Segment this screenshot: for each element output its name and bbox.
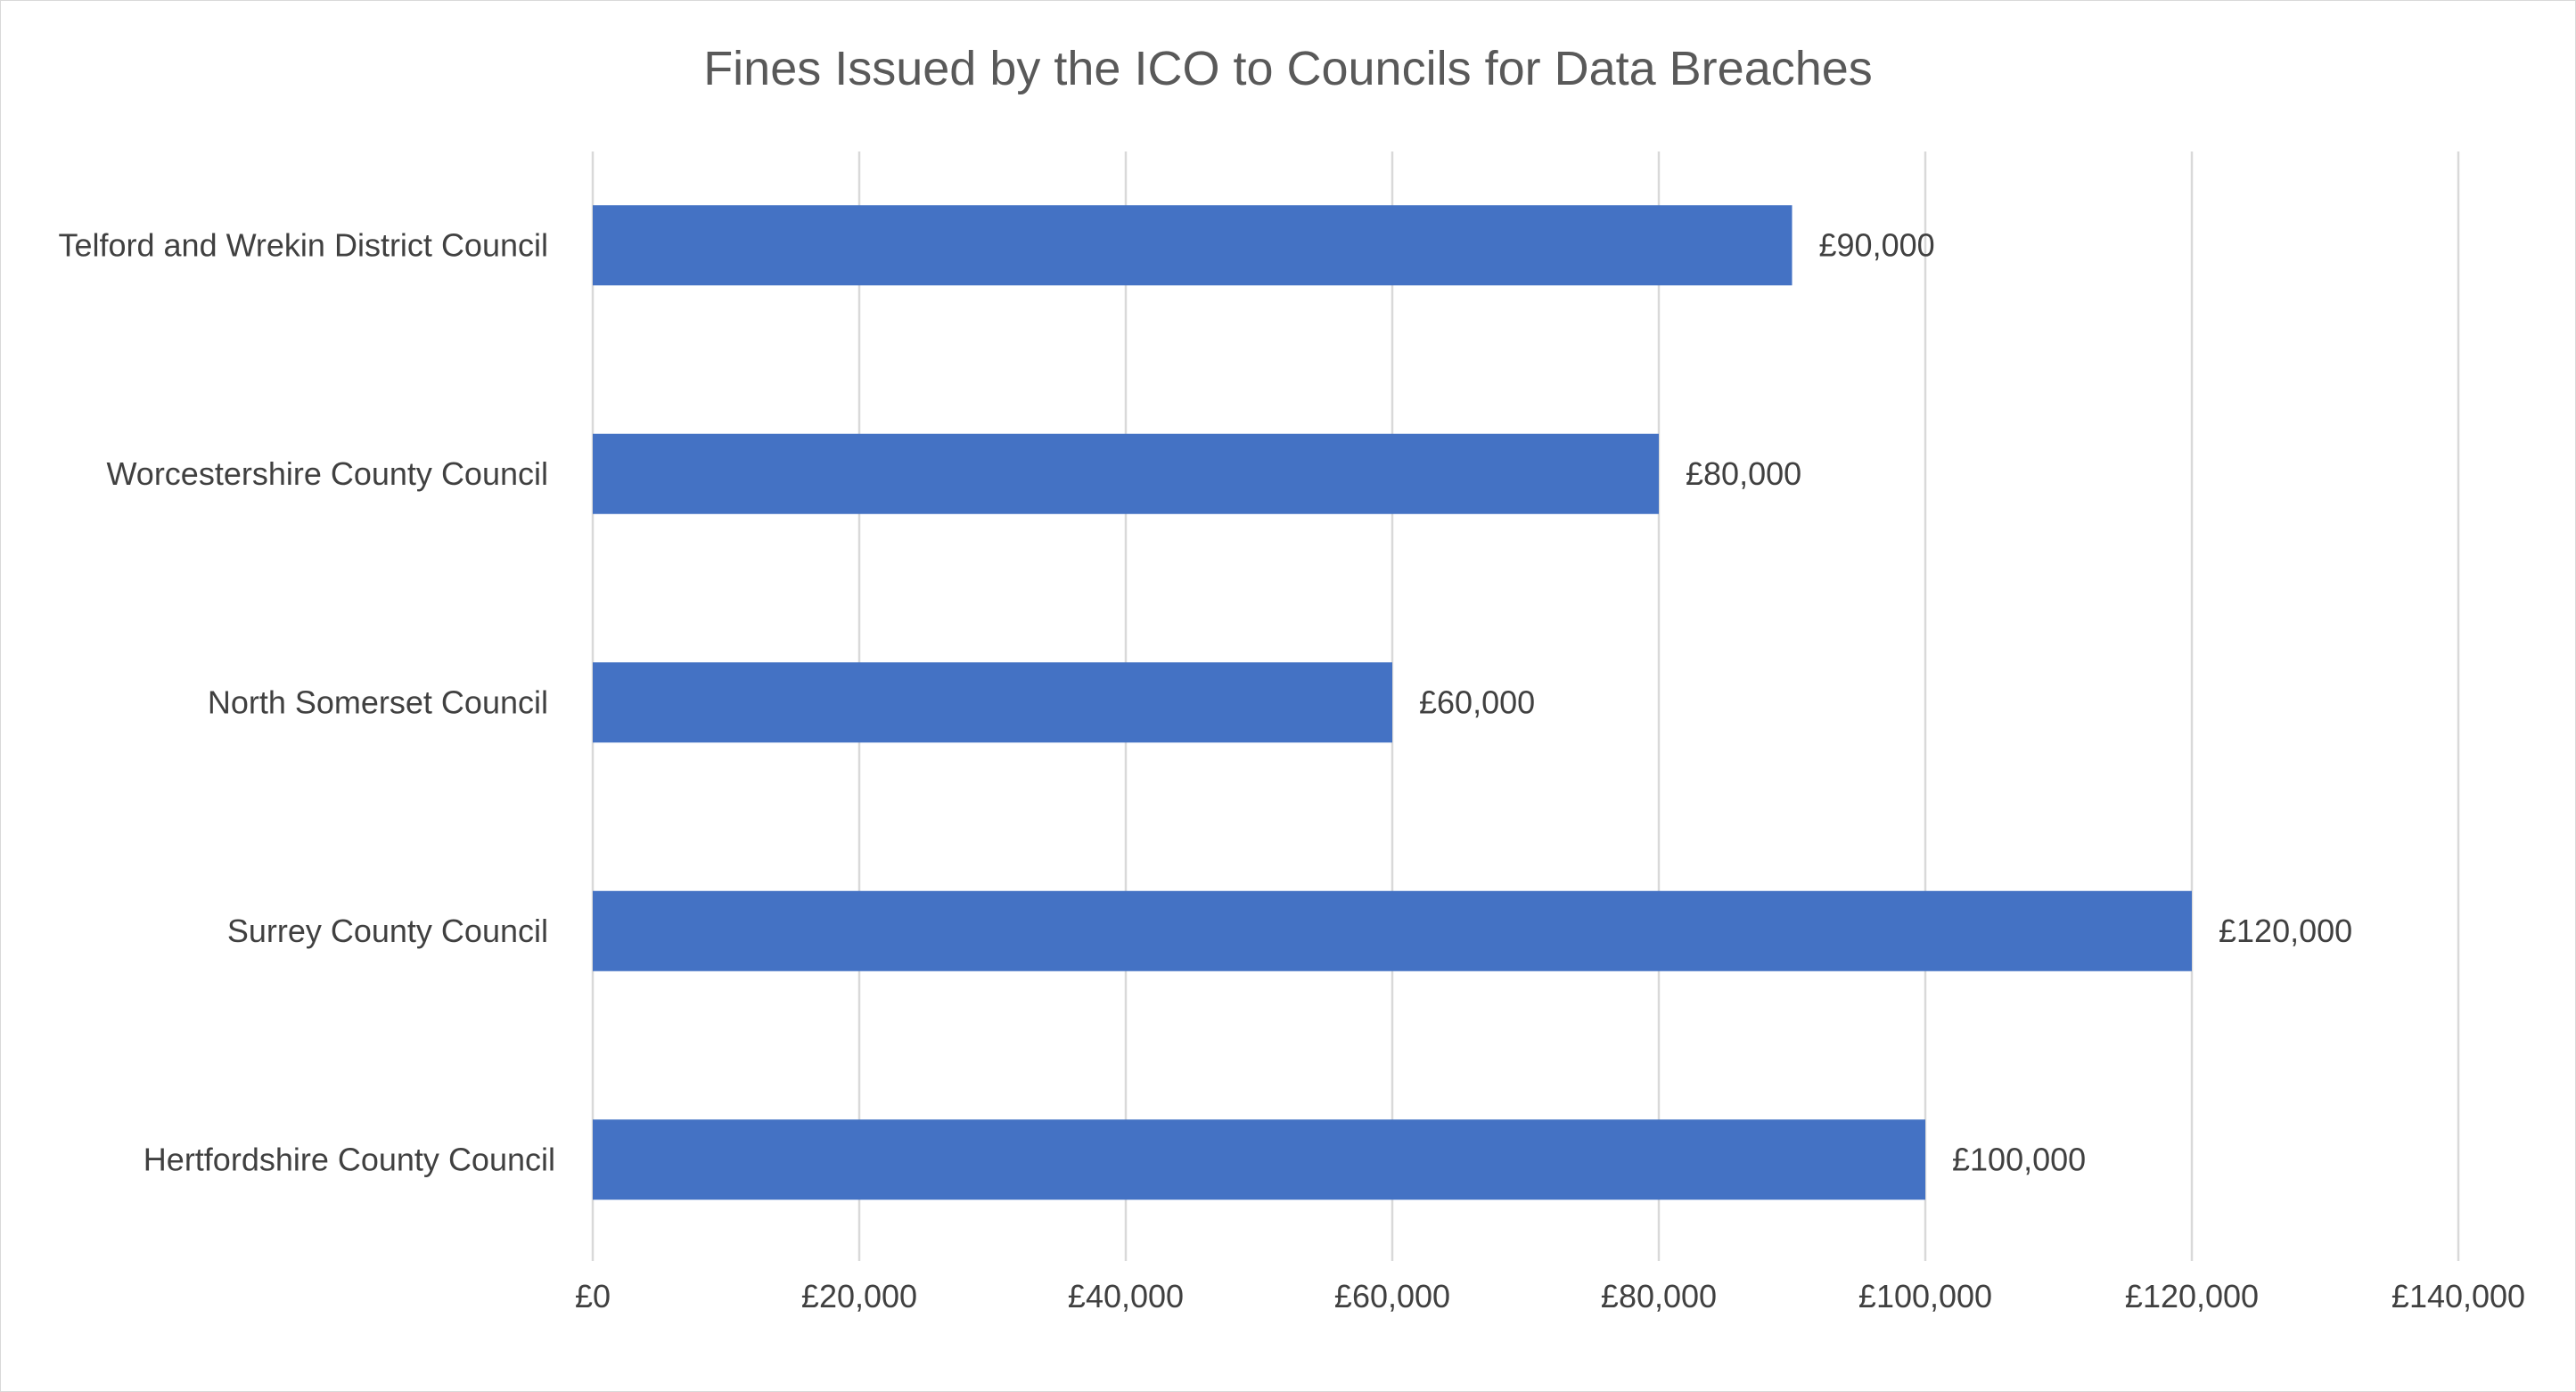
data-label: £60,000 xyxy=(1419,684,1535,720)
category-label: North Somerset Council xyxy=(208,684,548,720)
bar xyxy=(593,890,2192,971)
bar xyxy=(593,1119,1925,1200)
category-axis-labels: Telford and Wrekin District Council Worce… xyxy=(58,226,555,1177)
x-tick-label: £0 xyxy=(575,1278,611,1314)
x-tick-label: £100,000 xyxy=(1858,1278,1992,1314)
gridlines xyxy=(591,151,2460,1261)
x-tick-label: £40,000 xyxy=(1068,1278,1184,1314)
x-tick-label: £20,000 xyxy=(801,1278,917,1314)
x-tick-label: £120,000 xyxy=(2125,1278,2259,1314)
bar xyxy=(593,662,1392,743)
category-label: Hertfordshire County Council xyxy=(144,1141,555,1177)
category-label: Telford and Wrekin District Council xyxy=(58,226,548,263)
data-label: £100,000 xyxy=(1952,1141,2086,1177)
data-label: £90,000 xyxy=(1819,226,1935,263)
data-label: £120,000 xyxy=(2219,913,2352,949)
category-label: Worcestershire County Council xyxy=(106,455,548,492)
x-tick-label: £60,000 xyxy=(1334,1278,1450,1314)
bars xyxy=(593,205,2192,1200)
x-tick-label: £140,000 xyxy=(2391,1278,2525,1314)
chart-title: Fines Issued by the ICO to Councils for … xyxy=(703,42,1873,95)
value-axis-labels: £0 £20,000 £40,000 £60,000 £80,000 £100,000 £1… xyxy=(575,1278,2525,1314)
data-labels: £90,000 £80,000 £60,000 £120,000 £100,000 xyxy=(1419,226,2352,1177)
bar xyxy=(593,205,1793,286)
x-tick-label: £80,000 xyxy=(1601,1278,1717,1314)
bar xyxy=(593,433,1659,514)
category-label: Surrey County Council xyxy=(227,913,548,949)
data-label: £80,000 xyxy=(1686,455,1801,492)
